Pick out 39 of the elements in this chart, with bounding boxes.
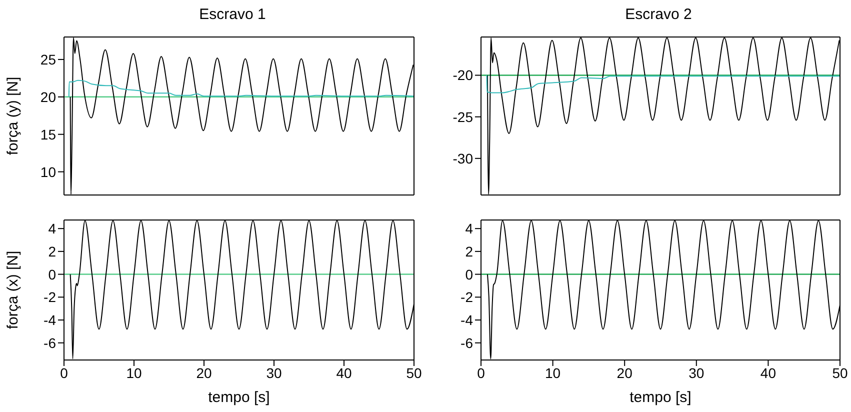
y-tick-label: -6: [44, 334, 56, 351]
x-tick-label: 20: [196, 364, 212, 381]
x-tick-label: 20: [616, 364, 633, 381]
x-tick-label: 0: [60, 364, 68, 381]
x-tick-label: 10: [545, 364, 561, 381]
x-tick-label: 0: [477, 364, 486, 381]
y-tick-label: 0: [48, 266, 56, 282]
y-tick-label: 4: [48, 220, 56, 237]
x-tick-label: 40: [336, 364, 352, 381]
y-tick-label: 2: [48, 243, 56, 260]
y-tick-label: 20: [40, 88, 56, 105]
y-tick-label: -6: [460, 334, 474, 351]
y-tick-label: -2: [44, 289, 56, 306]
y-tick-label: 10: [40, 164, 56, 180]
chart-title: Escravo 2: [624, 5, 693, 25]
y-tick-label: -25: [452, 108, 474, 125]
y-tick-label: 25: [40, 51, 56, 68]
y-tick-label: 2: [465, 243, 474, 260]
y-tick-label: -30: [452, 150, 474, 166]
x-tick-label: 40: [760, 364, 776, 381]
y-tick-label: -4: [44, 312, 56, 328]
x-axis-title: tempo [s]: [208, 389, 270, 406]
y-tick-label: -20: [452, 67, 474, 84]
y-tick-label: 0: [465, 266, 474, 282]
x-tick-label: 50: [832, 364, 848, 381]
y-axis-title: força (y) [N]: [4, 76, 22, 156]
x-axis-title: tempo [s]: [630, 389, 692, 406]
y-tick-label: 15: [40, 126, 56, 142]
chart-title: Escravo 1: [198, 5, 267, 25]
y-tick-label: -2: [460, 289, 474, 306]
y-tick-label: -4: [460, 312, 474, 328]
x-tick-label: 50: [406, 364, 422, 381]
x-tick-label: 30: [266, 364, 282, 381]
line-series: [68, 80, 414, 98]
y-axis-title: força (x) [N]: [4, 250, 22, 330]
x-tick-label: 30: [688, 364, 704, 381]
y-tick-label: 4: [465, 220, 474, 237]
line-series: [486, 74, 840, 94]
x-tick-label: 10: [126, 364, 142, 381]
